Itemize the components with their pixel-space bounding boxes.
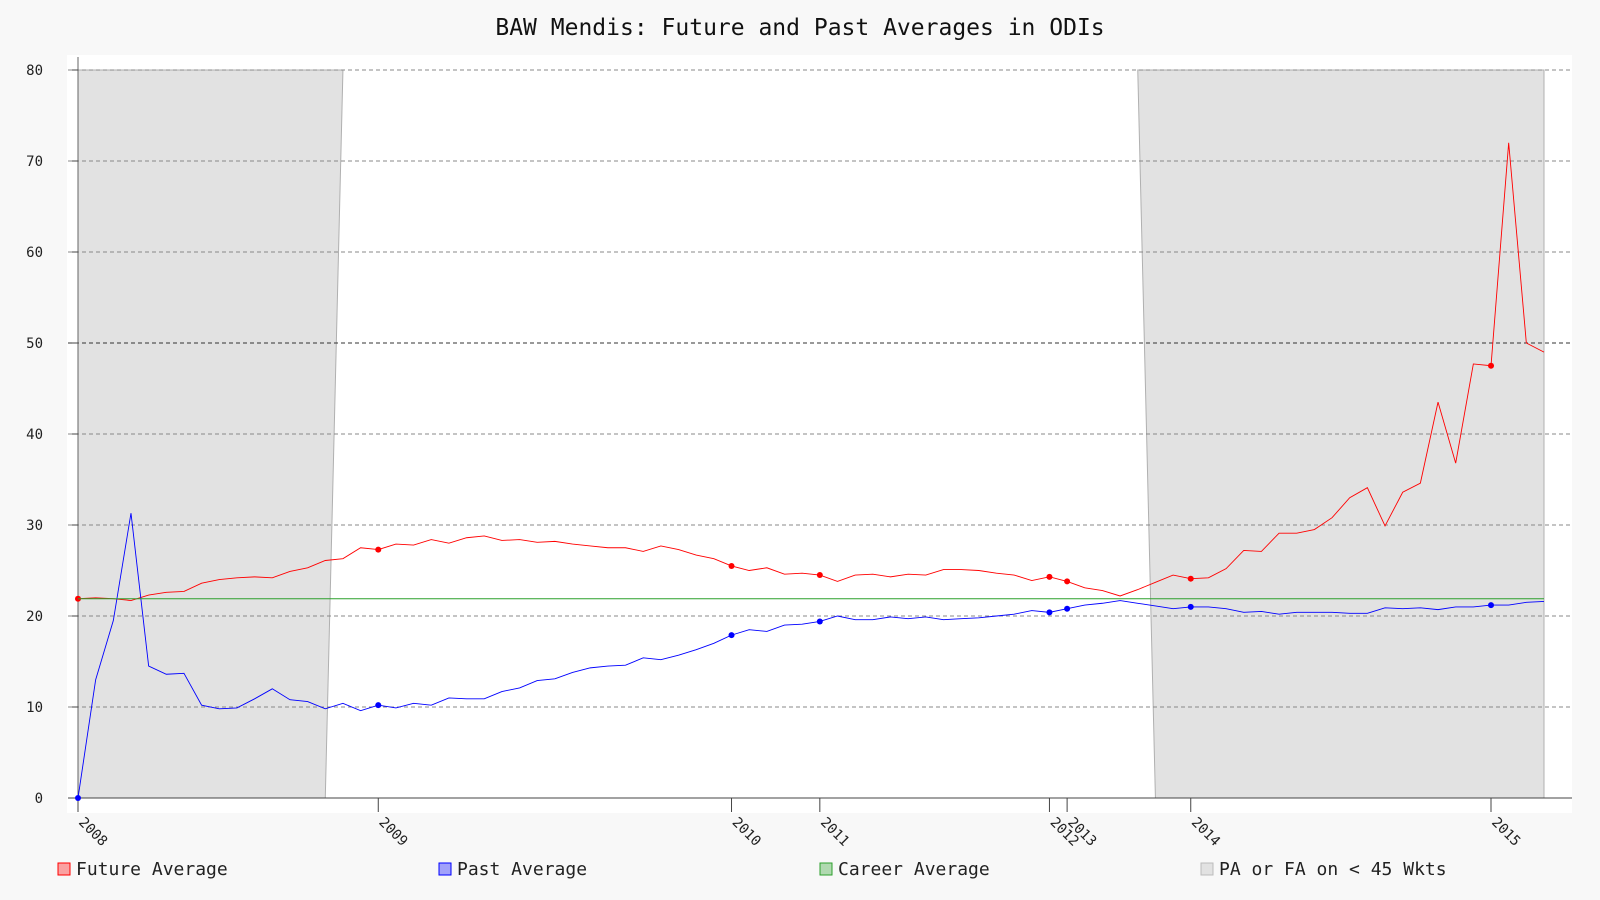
legend-label: Future Average	[76, 859, 228, 880]
legend: Future Average Past Average Career Average…	[57, 859, 1447, 880]
x-tick-label: 2015	[1488, 815, 1523, 850]
past-average-marker	[1488, 602, 1495, 609]
past-average-line	[77, 513, 1545, 799]
chart-title: BAW Mendis: Future and Past Averages in …	[495, 15, 1104, 41]
y-tick-label: 50	[26, 336, 43, 352]
past-average-marker	[75, 795, 81, 801]
past-average-marker	[375, 702, 382, 709]
future-average-marker	[1046, 573, 1053, 580]
x-tick-label: 2008	[75, 815, 110, 850]
future-average-marker	[375, 546, 382, 553]
past-average-marker	[728, 632, 735, 639]
future-average-marker	[1064, 578, 1071, 585]
y-tick-label: 40	[26, 427, 43, 443]
past-average-marker	[816, 618, 823, 625]
series	[75, 142, 1545, 801]
series-past-average	[75, 513, 1545, 801]
legend-swatch	[57, 862, 71, 876]
past-average-marker	[1046, 609, 1053, 616]
x-tick-label: 2009	[375, 815, 410, 850]
x-tick-label: 2011	[817, 815, 852, 850]
past-average-marker	[1187, 603, 1194, 610]
legend-swatch	[1200, 862, 1214, 876]
legend-label: Career Average	[838, 859, 990, 880]
y-tick-label: 10	[26, 700, 43, 716]
y-tick-label: 60	[26, 245, 43, 261]
legend-swatch	[438, 862, 452, 876]
future-average-marker	[1187, 575, 1194, 582]
y-tick-labels: 0 10 20 30 40 50 60 70 80	[26, 63, 78, 807]
series-future-average	[75, 142, 1545, 602]
legend-label: PA or FA on < 45 Wkts	[1219, 859, 1447, 880]
future-average-marker	[816, 572, 823, 579]
x-tick-label: 2010	[729, 815, 764, 850]
y-tick-label: 0	[35, 791, 43, 807]
y-tick-label: 20	[26, 609, 43, 625]
future-average-marker	[1488, 362, 1495, 369]
y-tick-label: 70	[26, 154, 43, 170]
future-average-marker	[728, 562, 735, 569]
y-tick-label: 80	[26, 63, 43, 79]
legend-label: Past Average	[457, 859, 587, 880]
x-tick-label: 2014	[1188, 815, 1223, 850]
future-average-line	[77, 142, 1545, 601]
legend-swatch	[819, 862, 833, 876]
past-average-marker	[1064, 605, 1071, 612]
y-tick-label: 30	[26, 518, 43, 534]
